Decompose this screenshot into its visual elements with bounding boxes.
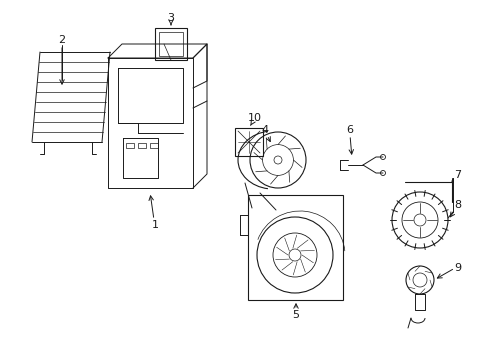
Bar [155,28,186,60]
Bar [150,143,158,148]
Text: 2: 2 [59,35,65,45]
Bar [247,195,342,300]
Text: 10: 10 [247,113,262,123]
Text: 7: 7 [453,170,461,180]
Bar [126,143,134,148]
Bar [235,128,263,156]
Bar [138,143,146,148]
Text: 4: 4 [261,125,268,135]
Text: 1: 1 [151,220,158,230]
Text: 3: 3 [167,13,174,23]
Text: 8: 8 [453,200,461,210]
Text: 9: 9 [453,263,461,273]
Text: 6: 6 [346,125,353,135]
Bar [159,32,183,56]
Text: 5: 5 [292,310,299,320]
